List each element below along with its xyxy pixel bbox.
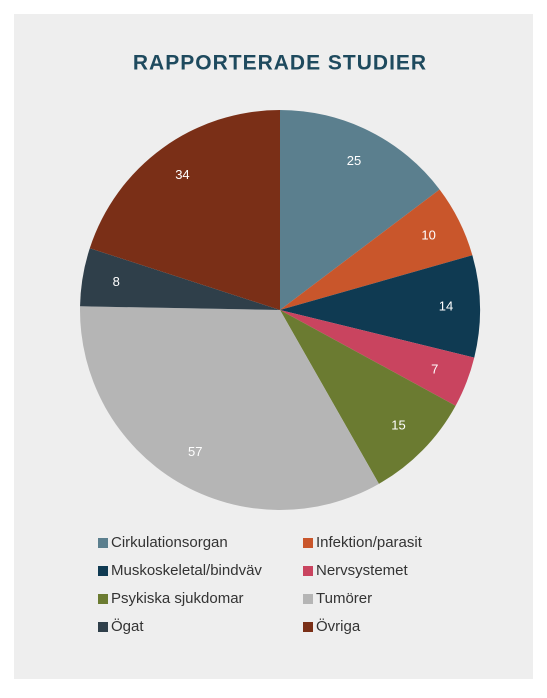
data-label: 8 [113,274,120,289]
legend-label: Ögat [111,617,144,635]
data-label: 25 [347,153,361,168]
legend-swatch [98,538,108,548]
data-label: 7 [431,361,438,376]
legend-label: Övriga [316,617,361,635]
pie-slice [80,306,379,510]
legend-swatch [98,622,108,632]
chart-title: RAPPORTERADE STUDIER [133,52,427,75]
legend-label: Muskoskeletal/bindväv [111,562,262,579]
pie-slice [80,248,280,310]
data-label: 57 [188,444,202,459]
legend-swatch [303,538,313,548]
legend-swatch [303,594,313,604]
legend-swatch [303,566,313,576]
legend-label: Cirkulationsorgan [111,534,228,551]
legend-swatch [303,622,313,632]
legend-label: Tumörer [316,590,372,607]
pie-slice [280,310,456,484]
pie-slice [280,189,473,310]
pie-slice [280,110,440,310]
legend-swatch [98,566,108,576]
data-label: 15 [391,418,405,433]
legend-label: Psykiska sjukdomar [111,590,244,607]
data-label: 10 [421,227,435,242]
data-label: 14 [439,298,453,313]
pie-slice [280,310,475,406]
pie-slice [89,110,280,310]
legend-label: Infektion/parasit [316,534,423,551]
legend-label: Nervsystemet [316,562,409,579]
data-label: 34 [175,167,189,182]
pie-slice [280,255,480,358]
legend-swatch [98,594,108,604]
